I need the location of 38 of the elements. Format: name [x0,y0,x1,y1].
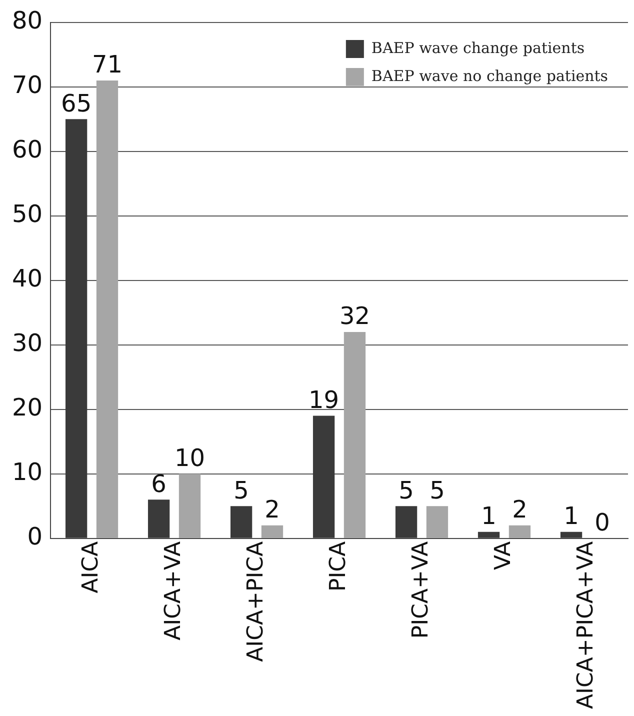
y-tick-label: 10 [12,458,43,486]
data-label: 32 [339,302,370,330]
data-label: 5 [398,476,414,504]
bar [508,525,531,538]
legend-label: BAEP wave change patients [371,38,585,57]
bar [426,506,448,538]
data-label: 1 [564,502,579,530]
bar [178,474,201,538]
y-tick-label: 70 [12,71,43,100]
x-tick-label: PICA+VA [408,541,434,639]
y-tick-label: 40 [12,264,43,293]
data-label: 1 [481,502,496,530]
data-label: 2 [512,496,528,524]
data-label: 5 [430,476,445,504]
data-label: 65 [61,89,92,118]
bar [261,525,284,538]
bar [344,332,366,538]
y-tick-label: 60 [12,136,43,164]
data-label: 10 [174,444,206,472]
x-tick-label: PICA [326,541,351,592]
y-tick-label: 80 [12,6,43,35]
data-label: 19 [308,386,340,414]
y-tick-label: 20 [12,394,43,422]
data-label: 2 [264,496,280,524]
x-tick-label: AICA+PICA [243,541,268,662]
data-label: 5 [234,476,249,504]
bar [96,80,118,538]
x-tick-label: AICA [78,541,104,594]
data-label: 0 [594,508,610,537]
x-tick-label: VA [490,541,516,570]
x-tick-label: AICA+PICA+VA [573,541,598,710]
y-tick-label: 30 [12,329,43,358]
data-label: 6 [151,470,166,498]
x-tick-label: AICA+VA [161,541,186,640]
y-tick-label: 50 [12,200,43,228]
legend-label: BAEP wave no change patients [371,66,608,85]
data-label: 71 [92,50,123,79]
y-tick-label: 0 [27,522,43,551]
